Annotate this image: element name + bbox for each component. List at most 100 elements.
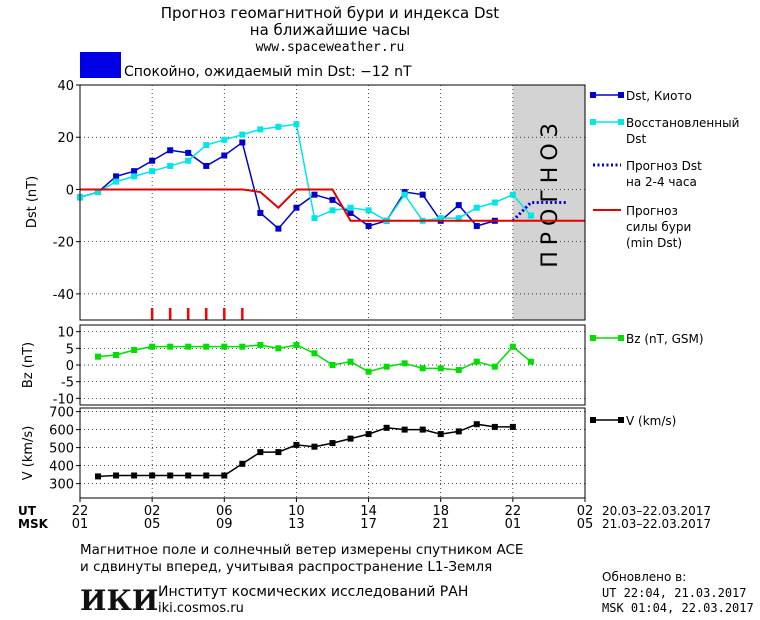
- v-panel: 700 600 500 400 300 V (km/s) V (km/s): [21, 406, 676, 499]
- data-point: [347, 204, 354, 211]
- data-point: [257, 209, 264, 216]
- legend-label: Восстановленный: [626, 116, 739, 130]
- data-point: [419, 365, 426, 372]
- data-point: [437, 215, 444, 222]
- msk-tick-label: 05: [144, 517, 161, 532]
- data-point: [455, 428, 462, 435]
- updated-label: Обновлено в:: [602, 570, 686, 584]
- data-point: [401, 426, 408, 433]
- data-point: [167, 472, 174, 479]
- data-point: [527, 358, 534, 365]
- data-point: [365, 431, 372, 438]
- data-point: [95, 473, 102, 480]
- data-point: [275, 345, 282, 352]
- data-point: [185, 343, 192, 350]
- legend-marker: [590, 92, 596, 98]
- series-line: [79, 141, 496, 230]
- ut-tick-label: 22: [72, 504, 89, 519]
- data-point: [167, 147, 174, 154]
- msk-tick-label: 13: [288, 517, 305, 532]
- data-point: [131, 347, 138, 353]
- footer-description-line1: Магнитное поле и солнечный ветер измерен…: [80, 542, 523, 558]
- y-tick-label: 10: [57, 326, 74, 341]
- data-point: [365, 223, 372, 229]
- status-color-swatch: [80, 52, 121, 78]
- data-point: [365, 368, 372, 375]
- legend-label: Dst: [626, 132, 646, 146]
- data-point: [257, 126, 264, 133]
- dst-y-axis-label: Dst (nT): [25, 176, 40, 228]
- data-point: [365, 207, 372, 214]
- data-point: [455, 202, 462, 209]
- data-point: [455, 367, 462, 373]
- data-point: [113, 178, 120, 185]
- data-point: [311, 215, 318, 222]
- data-point: [383, 363, 390, 370]
- data-point: [239, 131, 246, 138]
- data-point: [437, 431, 444, 438]
- series-line: [80, 188, 585, 222]
- y-tick-label: -10: [53, 392, 74, 407]
- status-text: Спокойно, ожидаемый min Dst: −12 nT: [124, 64, 412, 80]
- legend-marker: [618, 417, 624, 423]
- data-point: [311, 443, 318, 450]
- data-point: [221, 472, 228, 479]
- ut-tick-label: 02: [144, 504, 161, 519]
- data-point: [203, 162, 210, 169]
- data-point: [473, 204, 480, 211]
- data-point: [149, 157, 156, 164]
- data-point: [149, 472, 156, 479]
- data-point: [509, 191, 516, 198]
- data-point: [473, 223, 480, 229]
- institute-site: iki.cosmos.ru: [158, 601, 244, 616]
- msk-date-range: 21.03–22.03.2017: [602, 517, 711, 531]
- bz-y-axis-label: Bz (nT): [21, 342, 36, 388]
- data-point: [275, 225, 282, 232]
- ut-date-range: 20.03–22.03.2017: [602, 504, 711, 518]
- data-point: [293, 204, 300, 211]
- data-point: [203, 472, 210, 479]
- y-tick-label: -20: [53, 236, 74, 251]
- forecast-region: [512, 85, 585, 320]
- data-point: [401, 191, 408, 198]
- y-tick-label: 700: [49, 406, 74, 421]
- data-point: [149, 168, 156, 175]
- chart-title-line2: на ближайшие часы: [250, 21, 410, 39]
- y-tick-label: 40: [57, 79, 74, 94]
- msk-tick-label: 09: [216, 517, 233, 532]
- data-point: [239, 139, 246, 146]
- data-point: [491, 199, 498, 206]
- data-point: [203, 343, 210, 350]
- y-tick-label: 5: [66, 342, 74, 357]
- data-point: [185, 472, 192, 479]
- data-point: [185, 157, 192, 164]
- institute-name: Институт космических исследований РАН: [158, 584, 468, 600]
- legend-marker: [618, 92, 624, 98]
- msk-tick-label: 21: [432, 517, 449, 532]
- data-point: [257, 342, 264, 348]
- legend-marker: [590, 417, 596, 423]
- dst-plot-frame: [79, 84, 586, 321]
- ut-tick-label: 10: [288, 504, 305, 519]
- data-point: [347, 435, 354, 442]
- ut-tick-label: 14: [360, 504, 377, 519]
- msk-axis-label: MSK: [18, 517, 49, 531]
- y-tick-label: 20: [57, 131, 74, 146]
- v-legend: V (km/s): [590, 414, 676, 428]
- legend-marker: [590, 335, 596, 341]
- data-point: [383, 424, 390, 431]
- data-point: [131, 168, 138, 175]
- data-point: [257, 449, 264, 456]
- ut-tick-label: 22: [505, 504, 522, 519]
- y-tick-label: -5: [61, 376, 74, 391]
- legend-label: (min Dst): [626, 236, 682, 250]
- data-point: [293, 342, 300, 348]
- data-point: [437, 365, 444, 372]
- y-tick-label: 0: [66, 183, 74, 198]
- data-point: [167, 162, 174, 169]
- legend-label: Bz (nT, GSM): [626, 332, 704, 346]
- data-point: [275, 449, 282, 456]
- data-point: [509, 423, 516, 430]
- data-point: [347, 209, 354, 216]
